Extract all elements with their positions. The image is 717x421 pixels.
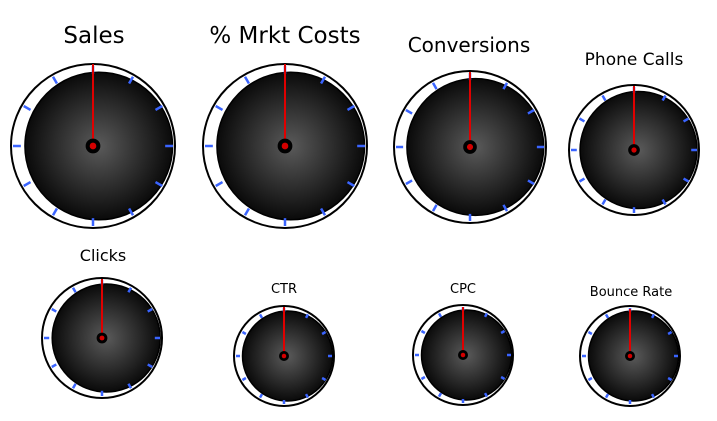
gauge-tick <box>321 330 327 336</box>
gauge-hub-dot <box>631 147 637 153</box>
gauge-hub-dot <box>99 335 105 341</box>
gauge-tick <box>127 76 135 85</box>
gauge-tick <box>321 376 327 382</box>
gauge-tick <box>667 376 673 382</box>
gauge-hub-dot <box>460 352 466 358</box>
gauge-tick <box>667 330 673 336</box>
gauge-tick <box>483 312 489 318</box>
gauge-tick <box>661 94 667 102</box>
gauge-tick <box>587 330 593 336</box>
gauge-tick <box>502 82 509 90</box>
gauge-tick <box>241 376 247 382</box>
gauge-tick <box>420 329 426 335</box>
gauge-mrkt-costs <box>202 63 368 229</box>
gauge-tick <box>661 198 667 206</box>
gauge-tick <box>51 76 59 85</box>
gauge-title-bounce-rate: Bounce Rate <box>589 285 673 300</box>
gauge-tick <box>431 82 438 90</box>
gauge-tick <box>319 207 327 216</box>
gauge-tick <box>147 363 153 369</box>
gauge-tick <box>147 307 153 313</box>
gauge-title-ctr: CTR <box>270 282 298 297</box>
gauge-tick <box>304 393 310 399</box>
gauge-tick <box>346 180 355 188</box>
gauge-tick <box>604 393 610 399</box>
gauge-tick <box>258 393 264 399</box>
gauge-hub-dot <box>89 142 97 150</box>
gauge-tick <box>527 179 535 186</box>
gauge-hub-dot <box>627 353 633 359</box>
gauge-hub-dot <box>466 143 474 151</box>
gauge-tick <box>483 392 489 398</box>
gauge-tick <box>23 180 32 188</box>
gauge-phone-calls <box>568 84 700 216</box>
gauge-tick <box>527 108 535 115</box>
gauge-tick <box>601 94 607 102</box>
gauge-tick <box>127 383 133 389</box>
gauge-tick <box>437 392 443 398</box>
gauge-conversions <box>393 70 547 224</box>
gauge-tick <box>650 313 656 319</box>
gauge-tick <box>319 76 327 85</box>
gauge-ctr <box>233 305 335 407</box>
gauge-tick <box>127 287 133 293</box>
gauge-tick <box>71 287 77 293</box>
gauge-tick <box>500 375 506 381</box>
gauge-title-cpc: CPC <box>450 282 476 297</box>
gauge-tick <box>420 375 426 381</box>
gauge-hub-dot <box>281 142 289 150</box>
gauge-hub-dot <box>281 353 287 359</box>
gauge-tick <box>601 198 607 206</box>
gauge-title-mrkt-costs: % Mrkt Costs <box>209 23 361 49</box>
gauge-tick <box>154 180 163 188</box>
gauge-tick <box>682 177 690 183</box>
gauge-tick <box>51 363 57 369</box>
gauge-title-sales: Sales <box>63 23 125 49</box>
gauge-tick <box>71 383 77 389</box>
gauge-title-conversions: Conversions <box>407 33 531 57</box>
gauge-tick <box>258 313 264 319</box>
gauge-tick <box>304 313 310 319</box>
gauge-title-phone-calls: Phone Calls <box>584 50 684 70</box>
gauge-bounce-rate <box>579 305 681 407</box>
gauge-tick <box>587 376 593 382</box>
gauge-tick <box>578 117 586 123</box>
gauge-tick <box>437 312 443 318</box>
gauge-tick <box>500 329 506 335</box>
gauge-tick <box>578 177 586 183</box>
gauge-tick <box>346 104 355 112</box>
gauge-tick <box>604 313 610 319</box>
gauge-tick <box>431 204 438 212</box>
gauge-tick <box>243 207 251 216</box>
gauge-tick <box>51 307 57 313</box>
gauge-tick <box>682 117 690 123</box>
gauge-tick <box>51 207 59 216</box>
gauge-title-clicks: Clicks <box>79 246 127 265</box>
gauge-tick <box>23 104 32 112</box>
gauge-sales <box>10 63 176 229</box>
gauge-tick <box>650 393 656 399</box>
gauge-tick <box>154 104 163 112</box>
gauge-tick <box>215 180 224 188</box>
gauge-cpc <box>412 304 514 406</box>
gauge-tick <box>127 207 135 216</box>
gauge-clicks <box>41 277 163 399</box>
gauge-tick <box>405 179 413 186</box>
gauge-tick <box>405 108 413 115</box>
gauge-tick <box>241 330 247 336</box>
gauge-tick <box>502 204 509 212</box>
gauge-tick <box>243 76 251 85</box>
gauge-tick <box>215 104 224 112</box>
